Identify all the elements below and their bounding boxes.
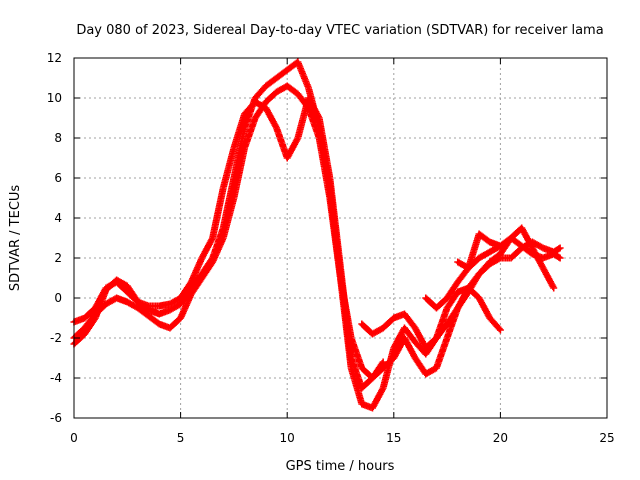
y-tick-label: 6 — [54, 171, 62, 185]
x-tick-label: 25 — [599, 431, 614, 445]
series-track-e — [422, 234, 564, 312]
data-points — [70, 58, 564, 412]
x-tick-label: 0 — [70, 431, 78, 445]
series-track-c — [70, 94, 387, 392]
data-point — [496, 326, 504, 334]
y-tick-label: 4 — [54, 211, 62, 225]
x-tick-label: 10 — [280, 431, 295, 445]
y-tick-label: 0 — [54, 291, 62, 305]
y-tick-label: 8 — [54, 131, 62, 145]
data-point — [495, 325, 503, 333]
data-point — [496, 242, 504, 250]
y-tick-label: -6 — [50, 411, 62, 425]
y-axis-label: SDTVAR / TECUs — [8, 185, 23, 292]
y-tick-label: -2 — [50, 331, 62, 345]
x-tick-label: 15 — [386, 431, 401, 445]
y-tick-label: 2 — [54, 251, 62, 265]
plot-frame — [73, 57, 608, 419]
y-tick-label: 12 — [47, 51, 62, 65]
x-tick-label: 5 — [177, 431, 185, 445]
series-track-d — [358, 238, 564, 352]
data-point — [550, 284, 558, 292]
x-axis-label: GPS time / hours — [286, 459, 395, 474]
ticks: 0 5 10 15 20 25 -6 -4 -2 0 2 4 6 8 10 12 — [47, 51, 615, 445]
data-point — [379, 358, 387, 366]
data-point — [556, 254, 564, 262]
data-point — [378, 359, 386, 367]
data-point — [495, 255, 503, 263]
y-tick-label: -4 — [50, 371, 62, 385]
series-track-f — [454, 230, 504, 272]
data-point — [556, 244, 564, 252]
y-tick-label: 10 — [47, 91, 62, 105]
chart-title: Day 080 of 2023, Sidereal Day-to-day VTE… — [76, 23, 603, 38]
x-tick-label: 20 — [493, 431, 508, 445]
